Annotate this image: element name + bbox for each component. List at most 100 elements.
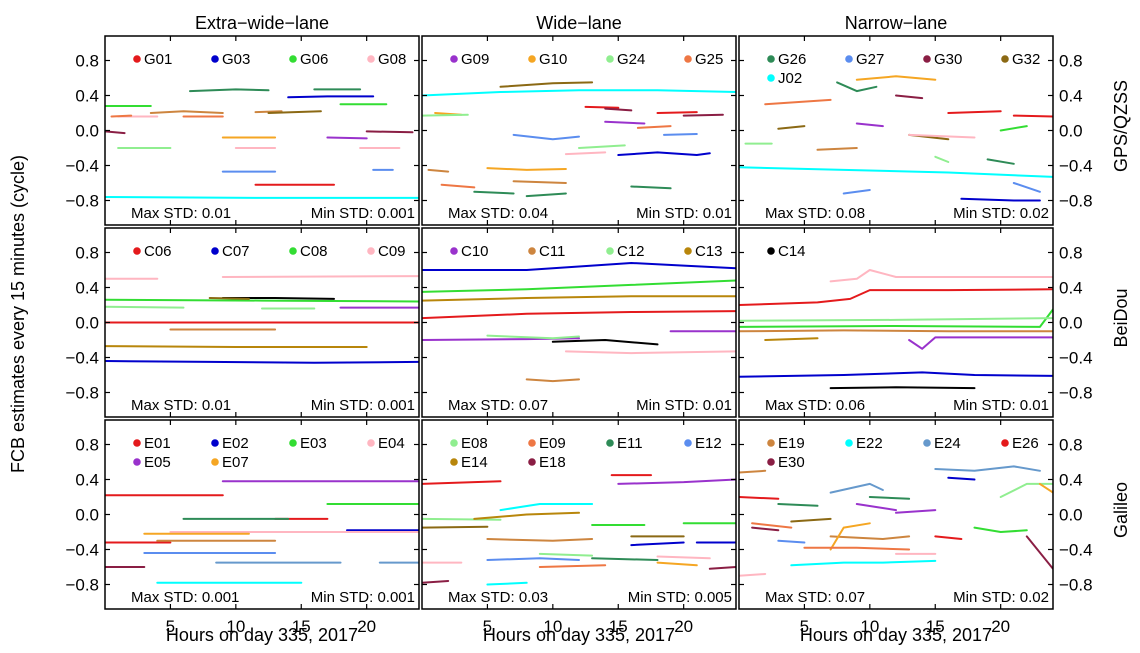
max-std-label: Max STD: 0.04 [448, 205, 548, 222]
panel-r2-c0: 0.8 0.4 0.0 −0.4 −0.8 5 10 15 20 E01 E02 E03 E04 E05 E… [65, 419, 420, 636]
series-group [105, 88, 419, 199]
series-line-unnamed-6-seg1 [895, 509, 937, 514]
x-axis-label-col-3: Hours on day 335, 2017 [800, 625, 992, 645]
row-label-galileo: Galileo [1111, 482, 1131, 538]
series-line-unnamed-6-seg0 [584, 105, 620, 109]
y-tick-label: −0.4 [65, 349, 99, 368]
series-line-unnamed-5-seg0 [739, 329, 1053, 333]
series-line-unnamed-7-seg0 [617, 478, 736, 485]
y-axis-label: FCB estimates every 15 minutes (cycle) [8, 155, 28, 473]
series-group [105, 480, 419, 584]
series-line-unnamed-8-seg0 [564, 350, 736, 355]
y-tick-label: −0.4 [65, 541, 99, 560]
series-line-unnamed-14-seg0 [656, 561, 698, 567]
legend-marker-e14 [450, 458, 458, 466]
row-label-beidou: BeiDou [1111, 288, 1131, 347]
legend-marker-c12 [606, 247, 614, 255]
series-line-unnamed-4-seg0 [422, 262, 736, 271]
min-std-label: Min STD: 0.02 [953, 205, 1049, 222]
series-line-unnamed-5-seg1 [868, 496, 911, 500]
series-line-unnamed-7-seg1 [1012, 114, 1053, 118]
series-line-unnamed-9-seg0 [829, 522, 871, 551]
y-tick-label: 0.8 [1059, 244, 1083, 263]
legend-label-g06: G06 [300, 51, 328, 68]
series-line-unnamed-9-seg0 [105, 345, 368, 348]
legend-label-c14: C14 [778, 243, 806, 260]
legend-label-c11: C11 [539, 243, 565, 260]
legend-label-e07: E07 [222, 454, 249, 471]
legend-marker-g01 [133, 55, 141, 63]
series-line-unnamed-7-seg1 [682, 113, 724, 117]
x-axis-label-col-1: Hours on day 335, 2017 [166, 625, 358, 645]
x-tick-label: 5 [800, 617, 809, 636]
row-label-gps-qzss: GPS/QZSS [1111, 80, 1131, 172]
series-line-unnamed-8-seg0 [999, 482, 1053, 498]
series-line-g25-seg0 [636, 125, 672, 129]
min-std-label: Min STD: 0.001 [311, 589, 415, 606]
legend-label-e24: E24 [934, 435, 961, 452]
x-tick-label: 10 [226, 617, 245, 636]
x-tick-label: 20 [991, 617, 1010, 636]
max-std-label: Max STD: 0.01 [131, 397, 231, 414]
legend-marker-e09 [528, 439, 536, 447]
series-line-unnamed-10-seg1 [512, 180, 567, 184]
series-line-unnamed-11-seg0 [803, 546, 911, 551]
series-line-unnamed-9-seg1 [1038, 482, 1053, 494]
series-line-e11-seg0 [591, 557, 659, 561]
series-line-unnamed-11-seg1 [934, 155, 950, 163]
series-line-unnamed-5-seg1 [254, 110, 283, 114]
panel-r1-c2: 0.8 0.4 0.0 −0.4 −0.8 C14 Max STD: 0.06 Min STD… [738, 227, 1093, 418]
max-std-label: Max STD: 0.07 [448, 397, 548, 414]
y-tick-label: −0.8 [1059, 192, 1093, 211]
x-axis-label-col-2: Hours on day 335, 2017 [483, 625, 675, 645]
legend-marker-e05 [133, 458, 141, 466]
legend-marker-g32 [1001, 55, 1009, 63]
legend-label-c09: C09 [378, 243, 406, 260]
series-line-unnamed-6-seg0 [422, 480, 502, 485]
series-line-unnamed-6-seg0 [422, 310, 736, 320]
series-line-unnamed-7-seg0 [551, 339, 659, 346]
legend-marker-c09 [367, 247, 375, 255]
y-tick-label: 0.8 [1059, 436, 1083, 455]
legend-label-c08: C08 [300, 243, 328, 260]
series-line-unnamed-5-seg0 [149, 110, 224, 114]
series-line-unnamed-12-seg0 [739, 573, 767, 577]
series-line-unnamed-5-seg0 [764, 98, 832, 106]
series-line-c14-seg0 [829, 386, 976, 390]
series-line-g27-seg1 [1012, 182, 1041, 193]
min-std-label: Min STD: 0.001 [311, 397, 415, 414]
series-line-unnamed-12-seg0 [564, 151, 607, 156]
x-tick-label: 15 [926, 617, 945, 636]
series-line-unnamed-11-seg0 [525, 192, 567, 198]
series-line-e26-seg1 [934, 535, 963, 540]
legend-marker-e07 [211, 458, 219, 466]
series-line-j02-seg0 [739, 166, 1053, 178]
series-line-unnamed-8-seg0 [499, 503, 594, 512]
legend-label-e12: E12 [695, 435, 722, 452]
legend-label-g01: G01 [144, 51, 172, 68]
legend-label-g08: G08 [378, 51, 406, 68]
series-line-e08-seg1 [538, 552, 594, 557]
min-std-label: Min STD: 0.02 [953, 589, 1049, 606]
y-tick-label: −0.8 [65, 192, 99, 211]
legend-label-e18: E18 [539, 454, 566, 471]
min-std-label: Min STD: 0.01 [953, 397, 1049, 414]
legend-marker-g06 [289, 55, 297, 63]
legend-marker-c13 [684, 247, 692, 255]
y-tick-label: −0.8 [65, 576, 99, 595]
series-line-g32-seg0 [777, 125, 806, 130]
legend-label-c13: C13 [695, 243, 723, 260]
legend-label-e26: E26 [1012, 435, 1039, 452]
series-line-unnamed-11-seg1 [751, 522, 793, 529]
series-line-unnamed-7-seg0 [973, 526, 1028, 533]
legend-label-c12: C12 [617, 243, 645, 260]
legend-marker-e08 [450, 439, 458, 447]
series-line-unnamed-6-seg0 [855, 503, 897, 512]
series-line-g25-seg1 [440, 183, 476, 189]
series-line-g27-seg0 [842, 189, 871, 195]
series-line-unnamed-11-seg1 [630, 185, 672, 190]
x-tick-label: 15 [292, 617, 311, 636]
series-line-c12-seg0 [486, 334, 580, 340]
x-tick-label: 15 [609, 617, 628, 636]
legend-marker-g08 [367, 55, 375, 63]
